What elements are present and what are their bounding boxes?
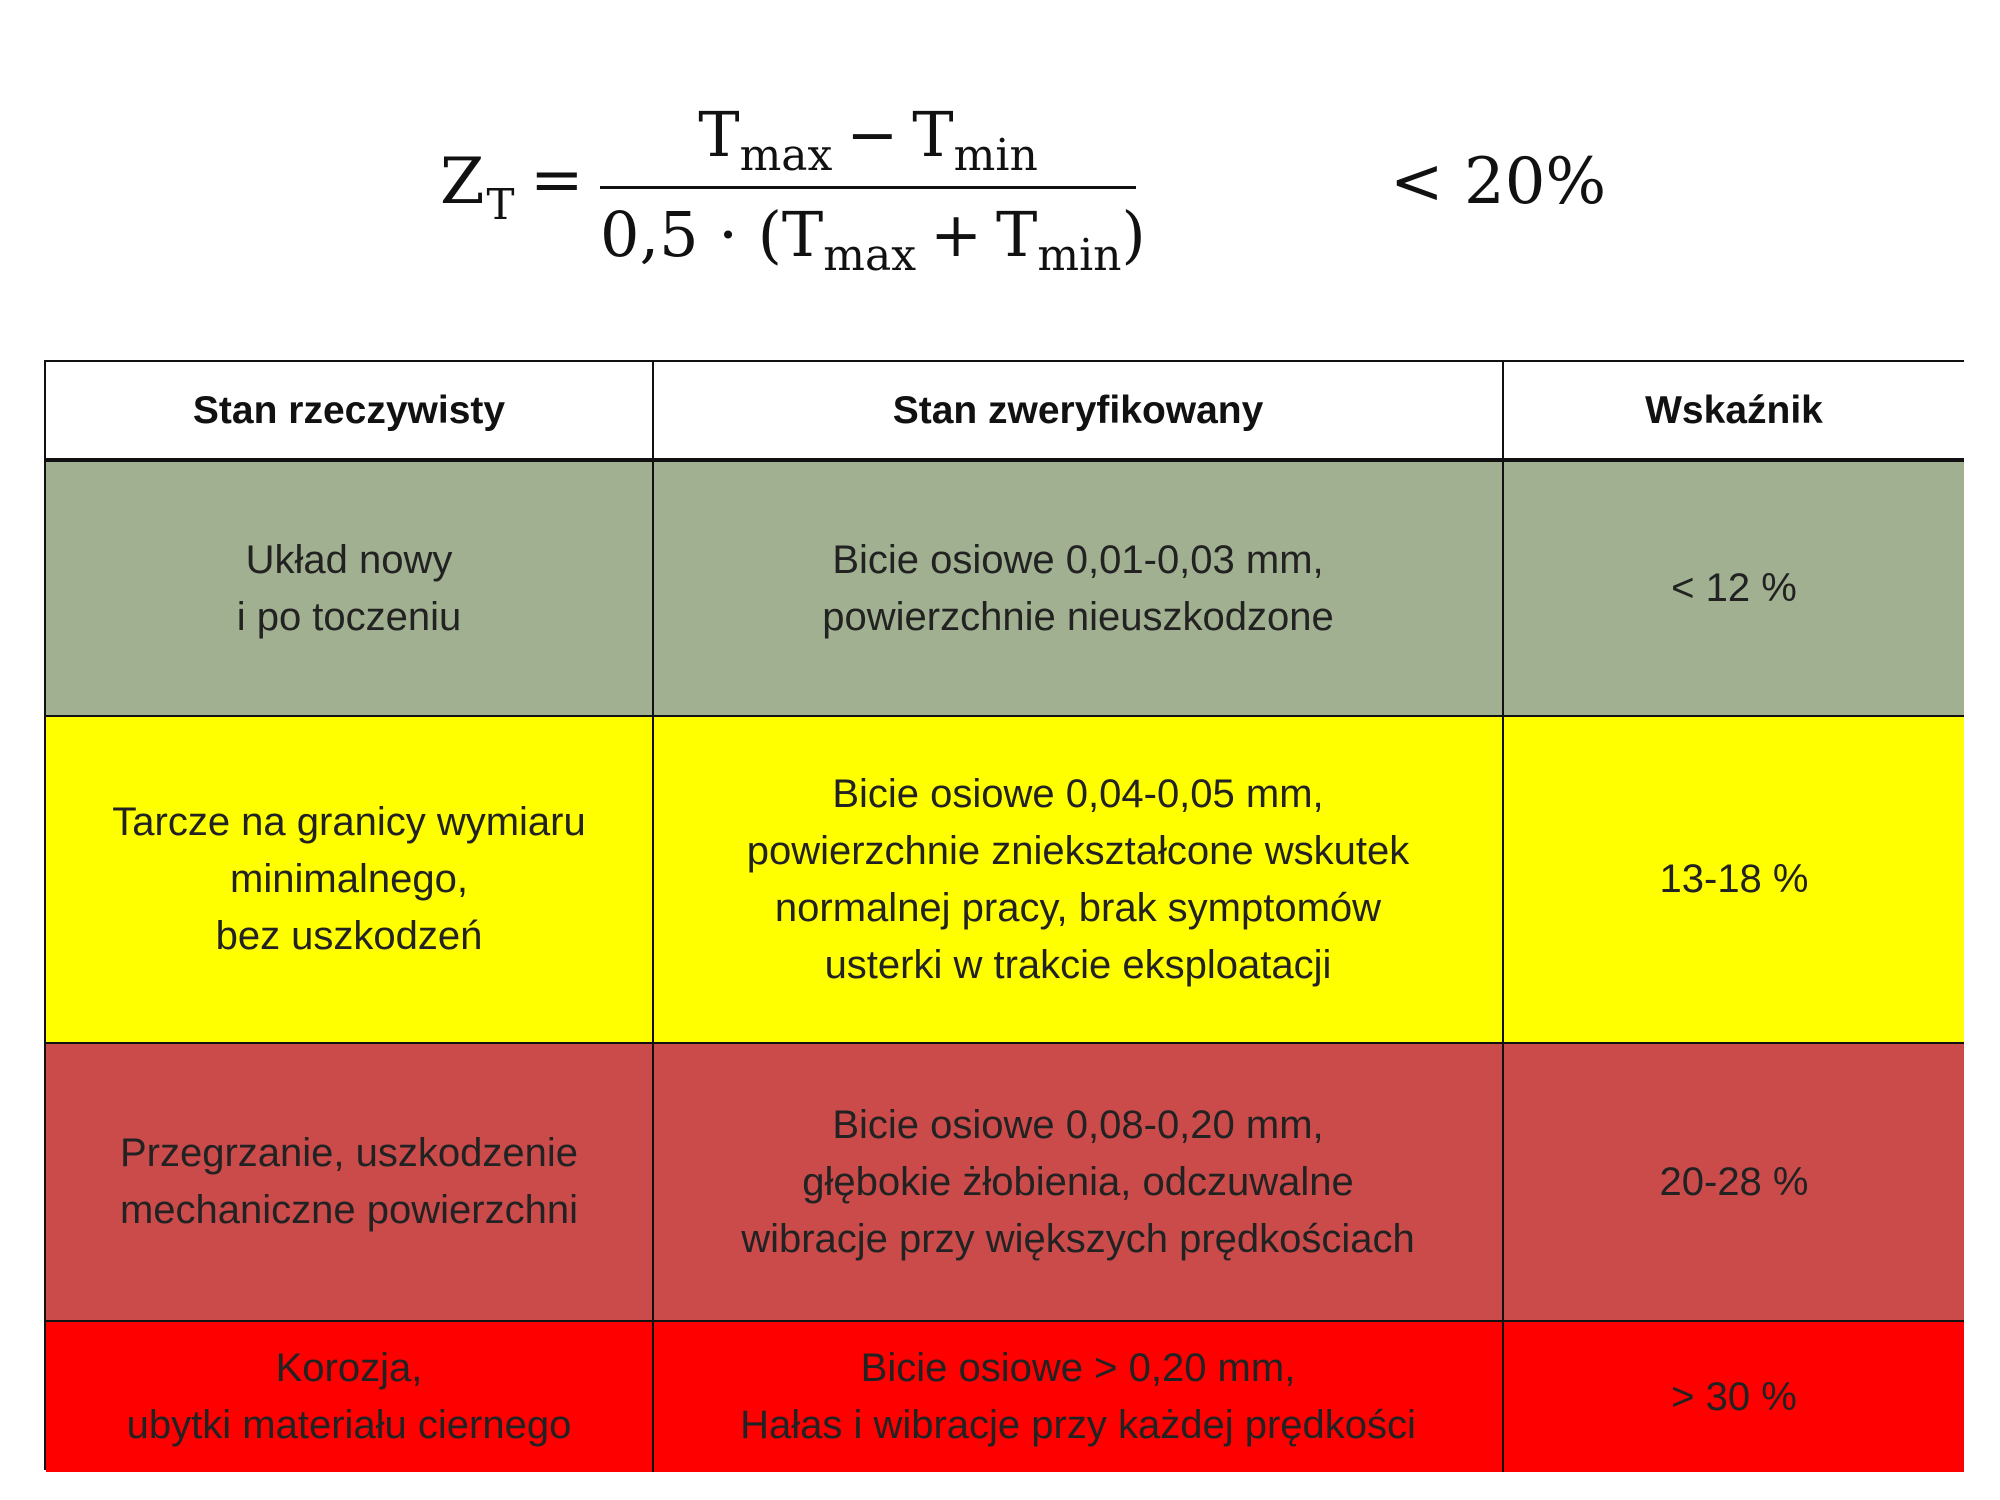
formula-threshold: < 20% [1390,145,1607,219]
denominator-suffix: ) [1121,198,1146,271]
row-1-verified-state: Bicie osiowe 0,01-0,03 mm, powierzchnie … [654,462,1504,717]
fraction-bar [600,186,1136,189]
header-verified-state: Stan zweryfikowany [654,362,1504,462]
denominator-sub-max: max [823,230,917,281]
formula-lhs-symbol: Z [440,145,485,219]
denominator-t-min: T [996,198,1038,271]
row-2-actual-state: Tarcze na granicy wymiaru minimalnego, b… [46,717,654,1044]
numerator-sub-max: max [739,130,833,181]
denominator-sub-min: min [1037,230,1122,281]
formula-numerator: Tmax − Tmin [600,98,1136,182]
formula-equals-sign: = [530,143,584,217]
formula-lhs-subscript: T [486,180,515,229]
formula: ZT = Tmax − Tmin 0,5 · (Tmax + Tmin) < 20% [0,0,2000,320]
formula-lhs: ZT [440,150,514,229]
row-3-verified-state: Bicie osiowe 0,08-0,20 mm, głębokie żłob… [654,1044,1504,1322]
row-4-actual-state: Korozja, ubytki materiału ciernego [46,1322,654,1472]
condition-table: Stan rzeczywisty Stan zweryfikowany Wska… [44,360,1964,1472]
denominator-t-max: T [781,198,824,271]
denominator-prefix: 0,5 · ( [600,198,782,271]
row-2-verified-state: Bicie osiowe 0,04-0,05 mm, powierzchnie … [654,717,1504,1044]
numerator-t-max: T [698,98,740,171]
numerator-minus: − [846,98,899,171]
numerator-t-min: T [912,98,954,171]
row-4-verified-state: Bicie osiowe > 0,20 mm, Hałas i wibracje… [654,1322,1504,1472]
header-indicator: Wskaźnik [1504,362,1964,462]
row-2-indicator: 13-18 % [1504,717,1964,1044]
row-3-indicator: 20-28 % [1504,1044,1964,1322]
denominator-plus: + [930,198,983,271]
row-1-actual-state: Układ nowy i po toczeniu [46,462,654,717]
header-actual-state: Stan rzeczywisty [46,362,654,462]
row-1-indicator: < 12 % [1504,462,1964,717]
row-3-actual-state: Przegrzanie, uszkodzenie mechaniczne pow… [46,1044,654,1322]
numerator-sub-min: min [953,130,1038,181]
row-4-indicator: > 30 % [1504,1322,1964,1472]
formula-denominator: 0,5 · (Tmax + Tmin) [600,198,1146,282]
